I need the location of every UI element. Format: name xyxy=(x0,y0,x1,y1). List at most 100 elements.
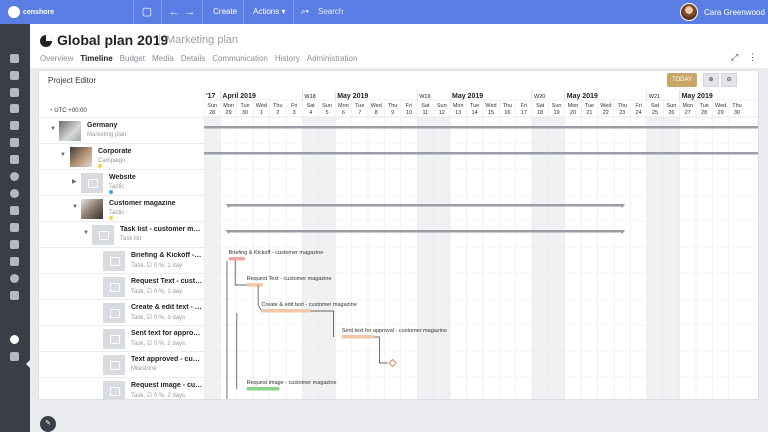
divider xyxy=(161,0,162,24)
weekday-label: Fri xyxy=(521,103,527,109)
tab-timeline[interactable]: Timeline xyxy=(80,54,113,63)
report-icon[interactable] xyxy=(10,352,19,361)
avatar xyxy=(680,3,698,21)
gantt-chart[interactable]: '17 April 2019 W18 May 2019 W19 May 2019 W20 Ma… xyxy=(204,90,759,400)
divider xyxy=(202,0,203,24)
tab-overview[interactable]: Overview xyxy=(40,54,74,63)
day-label: 29 xyxy=(226,110,232,116)
collapse-arrow-icon[interactable]: ▼ xyxy=(72,204,78,210)
month-label: May 2019 xyxy=(452,93,483,100)
weekday-label: Mon xyxy=(223,103,234,109)
chevron-down-icon: ▾ xyxy=(281,7,286,16)
calendar-icon[interactable] xyxy=(10,223,19,232)
cart-icon[interactable] xyxy=(10,155,19,164)
user-menu[interactable]: Cara Greenwood xyxy=(670,0,768,24)
day-label: 28 xyxy=(701,110,707,116)
day-label: 17 xyxy=(521,110,527,116)
zoom-out-icon[interactable]: ⊖ xyxy=(721,73,737,87)
expand-icon[interactable]: ⤢ xyxy=(731,52,739,62)
weekday-label: Wed xyxy=(715,103,726,109)
home-icon[interactable] xyxy=(10,54,19,63)
tab-details[interactable]: Details xyxy=(180,54,206,63)
weekday-label: Thu xyxy=(732,103,741,109)
weekday-label: Tue xyxy=(700,103,709,109)
summary-bar-end-cap xyxy=(619,204,626,208)
list-icon[interactable] xyxy=(10,121,19,130)
month-label: W21 xyxy=(649,94,660,100)
pin-icon[interactable]: ✎ xyxy=(40,416,56,432)
tab-history[interactable]: History xyxy=(274,54,300,63)
day-label: 29 xyxy=(718,110,724,116)
list-item[interactable]: Create & edit text - customer magazine T… xyxy=(39,299,204,325)
zoom-in-icon[interactable]: ⊕ xyxy=(703,73,719,87)
collapse-arrow-icon[interactable]: ▼ xyxy=(60,152,66,158)
list-item[interactable]: ▼ Task list - customer magazine Task lis… xyxy=(39,221,204,247)
weekend-column xyxy=(646,117,664,399)
search-input[interactable]: Search xyxy=(318,7,344,16)
tab-media[interactable]: Media xyxy=(152,54,174,63)
weekend-column xyxy=(433,117,450,399)
checklist-icon[interactable] xyxy=(10,257,19,266)
settings-icon[interactable] xyxy=(10,189,19,198)
collapse-arrow-icon[interactable]: ▼ xyxy=(83,230,89,236)
list-item[interactable]: ▼ Customer magazine Tactic xyxy=(39,195,204,221)
thumbnail-image xyxy=(103,355,125,375)
trash-icon[interactable] xyxy=(10,291,19,300)
timeline-icon[interactable] xyxy=(10,335,19,344)
day-label: 21 xyxy=(586,110,592,116)
actions-button[interactable]: Actions ▾ xyxy=(253,7,285,16)
row-name: Sent text for approval - customer magazi… xyxy=(131,330,203,337)
tab-bar: Overview Timeline Budget Media Details C… xyxy=(40,54,357,63)
list-item[interactable]: Sent text for approval - customer magazi… xyxy=(39,325,204,351)
row-name: Briefing & Kickoff - customer magazine xyxy=(131,252,203,259)
weekday-label: Mon xyxy=(453,103,464,109)
list-item[interactable]: ▼ Corporate Campaign xyxy=(39,143,204,169)
search-icon[interactable] xyxy=(10,274,19,283)
row-name: Request image - customer magazine xyxy=(131,382,203,389)
thumbnail-image xyxy=(103,329,125,349)
tab-communication[interactable]: Communication xyxy=(212,54,268,63)
collapse-arrow-icon[interactable]: ▼ xyxy=(50,126,56,132)
timeline-header xyxy=(204,90,758,117)
logo-icon xyxy=(8,6,20,18)
more-options-icon[interactable]: ⋮ xyxy=(748,52,757,62)
document-icon[interactable] xyxy=(10,240,19,249)
create-button[interactable]: Create xyxy=(213,7,238,16)
thumbnail-image xyxy=(92,225,114,245)
search-icon[interactable]: ⌕▾ xyxy=(301,7,309,16)
list-item[interactable]: Request Text - customer magazine Task, ☑… xyxy=(39,273,204,299)
back-icon[interactable]: ← xyxy=(168,6,180,18)
list-item[interactable]: Text approved - customer magazine Milest… xyxy=(39,351,204,377)
task-bar-label: Briefing & Kickoff - customer magazine xyxy=(229,250,324,256)
weekday-label: Sun xyxy=(667,103,677,109)
tab-administration[interactable]: Administration xyxy=(306,54,358,63)
tab-budget[interactable]: Budget xyxy=(119,54,146,63)
weekday-label: Tue xyxy=(585,103,594,109)
list-item[interactable]: Briefing & Kickoff - customer magazine T… xyxy=(39,247,204,273)
list-item[interactable]: ▶ Website Tactic xyxy=(39,169,204,195)
month-label: May 2019 xyxy=(337,93,368,100)
list-item[interactable]: Request image - customer magazine Task, … xyxy=(39,377,204,399)
day-label: 2 xyxy=(276,110,279,116)
folder-icon[interactable] xyxy=(10,104,19,113)
forward-icon[interactable]: → xyxy=(184,6,196,18)
weekday-label: Thu xyxy=(617,103,626,109)
expand-arrow-icon[interactable]: ▶ xyxy=(72,179,77,185)
megaphone-icon[interactable] xyxy=(10,138,19,147)
task-bar xyxy=(246,283,264,287)
weekend-column xyxy=(532,117,549,399)
today-button[interactable]: TODAY xyxy=(667,73,697,87)
user-icon[interactable] xyxy=(10,88,19,97)
day-label: 16 xyxy=(504,110,510,116)
row-name: Create & edit text - customer magazine xyxy=(131,304,203,311)
list-item[interactable]: ▼ Germany Marketing plan xyxy=(39,117,204,143)
weekday-label: Mon xyxy=(682,103,693,109)
thumbnail-image xyxy=(103,277,125,297)
inbox-icon[interactable] xyxy=(10,71,19,80)
logo[interactable]: censhore xyxy=(8,6,54,18)
task-bar-label: Request Text - customer magazine xyxy=(247,276,332,282)
globe-icon[interactable] xyxy=(10,172,19,181)
heart-icon[interactable] xyxy=(10,206,19,215)
sidebar-toggle-icon[interactable]: ▢ xyxy=(141,6,153,18)
thumbnail-image xyxy=(81,199,103,219)
